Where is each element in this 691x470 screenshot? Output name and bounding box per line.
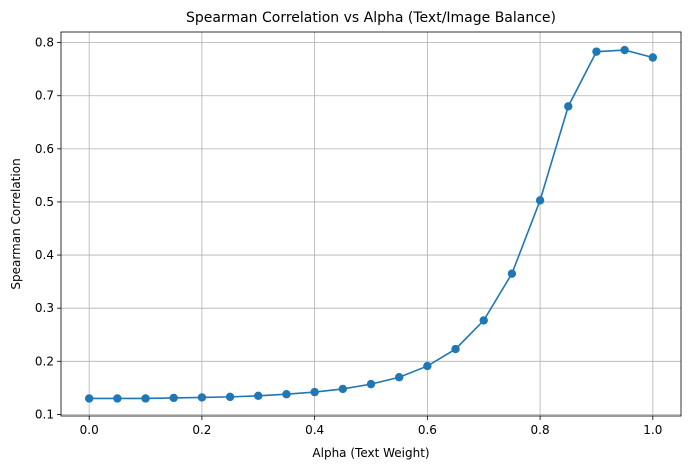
grid-lines xyxy=(61,32,681,416)
y-tick-label: 0.8 xyxy=(35,36,54,50)
y-tick-label: 0.6 xyxy=(35,142,54,156)
chart-title: Spearman Correlation vs Alpha (Text/Imag… xyxy=(186,10,556,26)
data-point xyxy=(84,394,94,403)
data-point xyxy=(507,269,517,278)
x-tick-label: 0.4 xyxy=(305,423,324,437)
data-point xyxy=(479,316,488,325)
x-axis-ticks: 0.0 0.2 0.4 0.6 0.8 1.0 xyxy=(80,416,662,437)
data-point xyxy=(535,196,545,205)
data-point xyxy=(310,387,319,397)
x-tick-label: 0.8 xyxy=(531,423,550,437)
x-tick-label: 1.0 xyxy=(643,423,662,437)
data-point xyxy=(423,361,432,371)
data-point xyxy=(338,384,348,394)
y-tick-label: 0.4 xyxy=(35,248,54,262)
data-point xyxy=(648,53,658,62)
x-tick-label: 0.2 xyxy=(192,423,211,437)
y-axis-label: Spearman Correlation xyxy=(9,158,23,289)
x-tick-label: 0.6 xyxy=(418,423,437,437)
y-tick-label: 0.7 xyxy=(35,89,54,103)
data-point xyxy=(394,373,404,382)
data-point xyxy=(620,45,629,55)
data-point xyxy=(451,344,460,354)
data-point xyxy=(169,393,178,403)
data-point xyxy=(254,391,263,401)
y-tick-label: 0.5 xyxy=(35,195,54,209)
y-tick-label: 0.2 xyxy=(35,354,54,368)
data-point xyxy=(113,394,122,403)
data-point xyxy=(282,390,291,399)
data-point xyxy=(197,393,207,402)
series-layer xyxy=(84,45,658,403)
data-point xyxy=(592,47,601,56)
data-point xyxy=(225,392,235,402)
y-axis-ticks: 0.1 0.2 0.3 0.4 0.5 0.6 0.7 0.8 xyxy=(35,36,61,421)
y-tick-label: 0.1 xyxy=(35,407,54,421)
data-point xyxy=(564,102,573,111)
plot-frame xyxy=(60,31,682,417)
data-point xyxy=(366,379,376,389)
data-point xyxy=(141,394,150,403)
x-tick-label: 0.0 xyxy=(80,423,99,437)
x-axis-label: Alpha (Text Weight) xyxy=(312,446,429,460)
y-tick-label: 0.3 xyxy=(35,301,54,315)
